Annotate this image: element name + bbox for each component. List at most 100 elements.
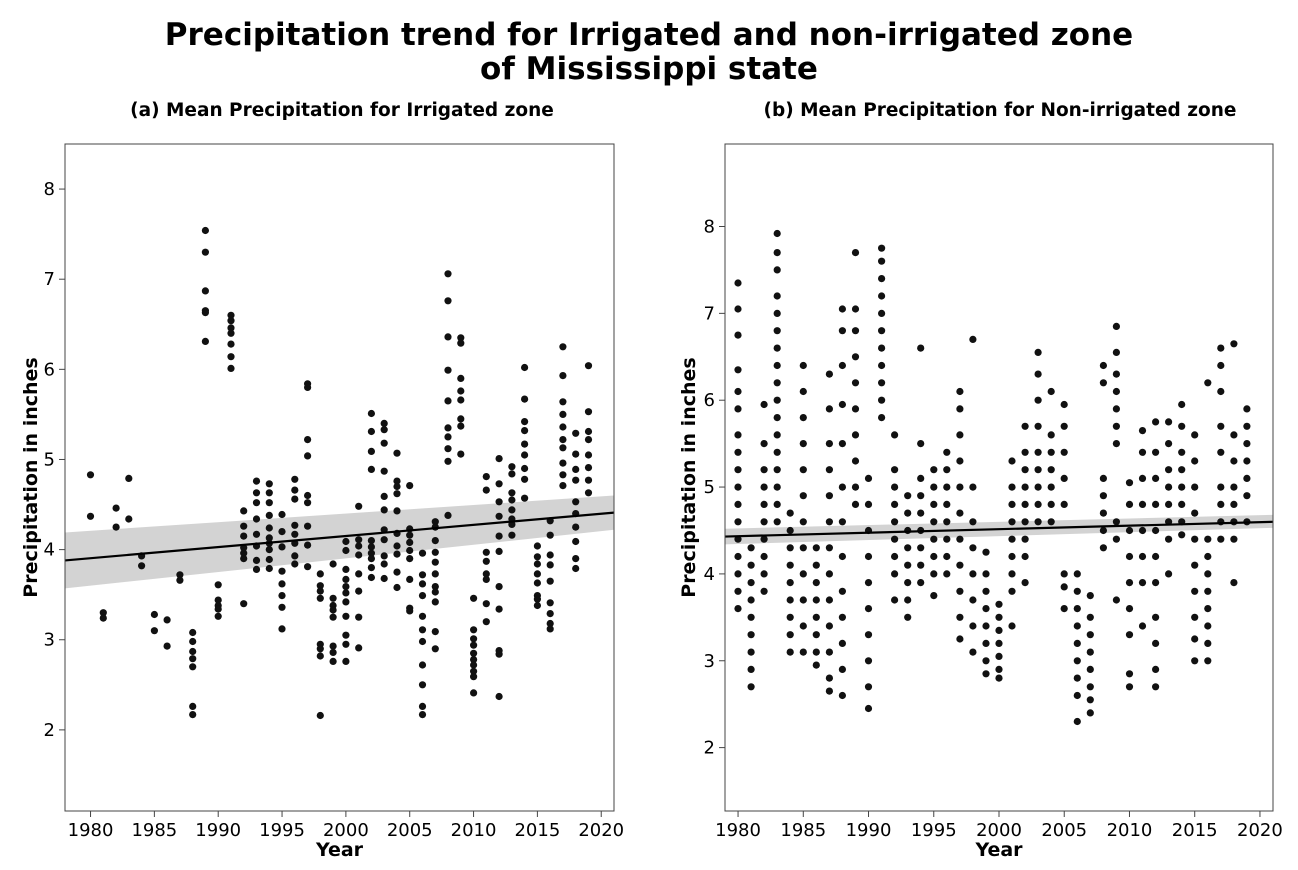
data-point [214,581,222,589]
data-point [176,571,184,579]
data-point [584,476,593,484]
data-point [1230,340,1238,348]
data-point [773,292,781,300]
data-point [1008,518,1016,526]
data-point [1191,431,1199,439]
data-point [825,596,834,604]
data-point [773,379,781,387]
data-point [393,550,401,558]
data-point [1178,448,1186,456]
data-point [342,640,350,648]
data-point [418,612,427,620]
data-point [265,489,273,497]
data-point [367,555,375,563]
data-point [760,466,768,474]
data-point [1060,570,1068,578]
data-point [304,436,312,444]
data-point [342,598,350,606]
data-point [956,535,964,543]
data-point [252,515,261,523]
data-point [1217,344,1225,352]
chart-panel-irrigated: (a) Mean Precipitation for Irrigated zon… [20,100,624,861]
data-point [1073,691,1081,700]
data-point [825,570,834,578]
data-point [355,570,363,578]
data-point [917,561,925,569]
data-point [1152,665,1160,674]
data-point [1178,531,1186,539]
data-point [864,657,873,665]
data-point [572,523,580,531]
data-point [418,711,427,719]
data-point [917,474,925,482]
data-point [470,656,478,664]
x-axis-label-irrigated: Year [315,839,364,861]
data-point [734,518,742,526]
y-axis-label-irrigated: Precipitation in inches [20,357,42,597]
data-point [799,622,807,630]
trend-line-non-irrigated [724,520,1274,538]
data-point [367,543,375,551]
data-point [1073,605,1081,613]
data-point [559,471,567,479]
data-point [265,480,273,488]
data-point [1099,544,1107,552]
data-point [812,544,820,552]
data-point [521,427,529,435]
data-point [1125,579,1134,587]
data-point [355,542,363,550]
data-point [1034,370,1042,378]
data-point [572,537,580,546]
data-point [1008,457,1016,465]
data-point [930,535,938,543]
data-point [444,270,452,278]
data-point [240,532,248,540]
plot-area-frame-irrigated [64,143,615,812]
data-point [786,526,794,535]
data-point [533,601,542,610]
data-point [1165,483,1173,491]
y-tick-label: 4 [704,564,715,585]
x-tick-label: 2000 [976,820,1022,841]
data-point [316,645,324,653]
data-point [917,509,925,517]
data-point [1073,570,1081,578]
data-point [1086,613,1094,621]
data-point [201,248,209,256]
data-point [773,229,781,238]
data-point [546,531,554,539]
data-point [786,613,794,621]
data-point [291,521,299,529]
data-point [546,599,554,607]
x-tick-label: 2020 [1237,820,1283,841]
data-point [316,652,324,660]
data-point [521,494,529,502]
data-point [838,639,847,648]
data-point [189,711,197,719]
data-point [838,552,847,561]
data-point [1243,492,1251,500]
data-point [252,489,261,497]
data-point [355,587,363,595]
data-point [1204,657,1212,665]
data-point [342,583,350,591]
data-point [316,587,324,595]
data-point [1099,526,1107,535]
data-point [969,335,977,343]
data-point [86,512,95,520]
data-point [904,544,912,552]
data-point [747,579,755,587]
data-point [1152,474,1160,482]
data-point [201,337,209,345]
data-point [252,556,261,565]
data-point [431,628,439,636]
data-point [1073,639,1081,648]
data-point [1034,422,1042,430]
data-point [930,552,938,561]
data-point [201,287,209,295]
data-point [1204,622,1212,630]
data-point [799,648,807,656]
data-point [380,536,388,544]
data-point [1034,448,1042,456]
data-point [956,431,964,439]
